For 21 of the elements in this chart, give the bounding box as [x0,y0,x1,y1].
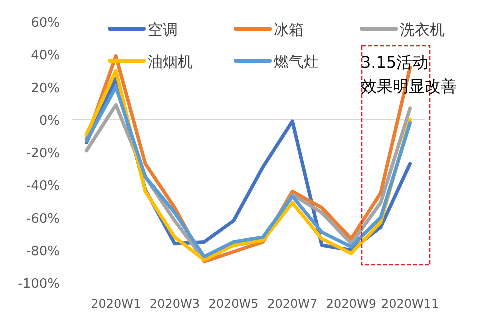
y-tick-label: 0% [39,114,60,129]
y-tick-label: -20% [26,146,60,162]
x-tick-label: 2020W3 [150,297,200,311]
x-tick-label: 2020W1 [91,297,142,311]
x-tick-label: 2020W7 [268,297,318,311]
legend-label: 冰箱 [274,21,304,39]
x-tick-label: 2020W11 [381,297,440,311]
y-tick-label: -60% [26,212,60,227]
y-tick-label: 20% [31,81,60,96]
y-tick-label: -100% [18,277,60,292]
legend-label: 油烟机 [148,53,193,71]
y-tick-label: 40% [31,48,60,64]
y-tick-label: 60% [31,16,60,31]
y-tick-label: -80% [26,244,60,260]
y-tick-label: -40% [26,179,60,194]
legend-label: 燃气灶 [274,53,319,71]
x-tick-label: 2020W5 [208,297,259,311]
legend-label: 空调 [148,21,178,39]
legend-label: 洗衣机 [400,21,445,39]
annotation: 3.15活动 [361,53,429,72]
x-tick-label: 2020W9 [326,297,376,311]
